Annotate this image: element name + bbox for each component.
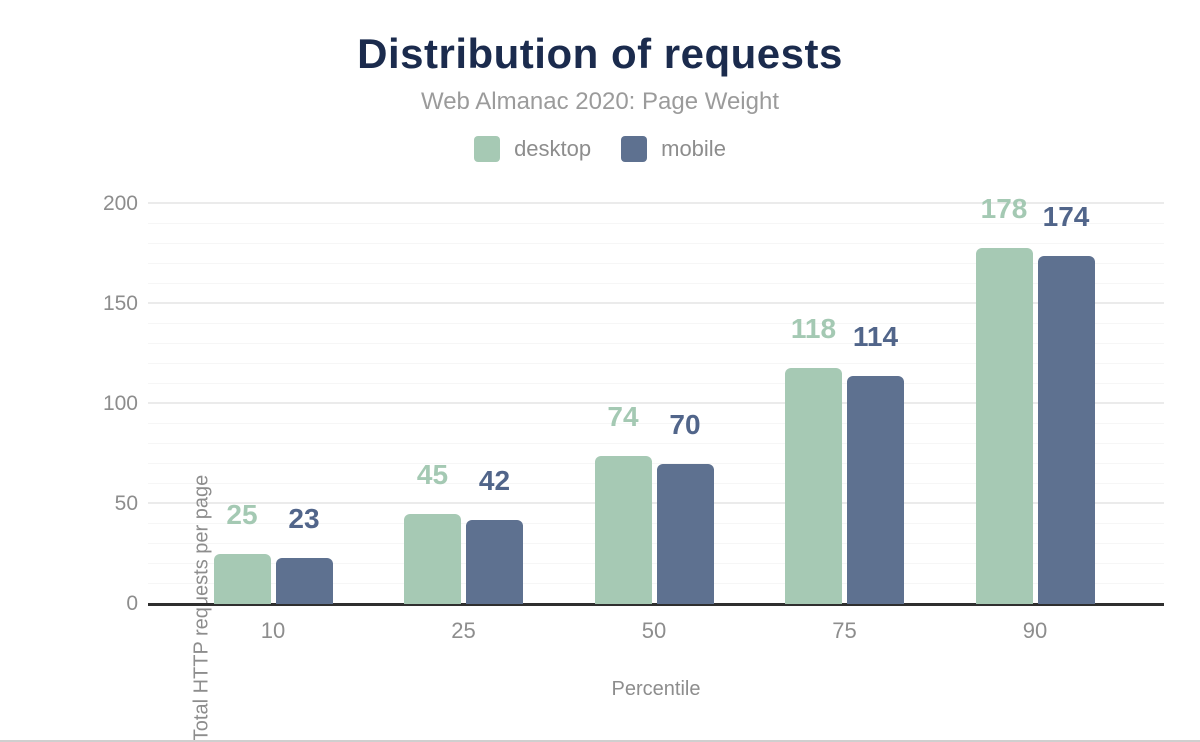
legend-label-mobile: mobile	[661, 136, 726, 161]
minor-gridline	[148, 583, 1164, 584]
bar-value-label-desktop-p90: 178	[980, 193, 1028, 224]
bar-value-label-mobile-p50: 70	[669, 409, 701, 440]
bar-column-desktop-p25: 45	[404, 461, 461, 604]
bar-column-mobile-p90: 174	[1037, 201, 1095, 604]
window-bottom-edge	[0, 740, 1200, 742]
minor-gridline	[148, 423, 1164, 424]
x-tick-label-50: 50	[641, 618, 667, 643]
bar-mobile-p25[interactable]	[466, 520, 523, 604]
minor-gridline	[148, 463, 1164, 464]
major-gridline	[148, 402, 1164, 404]
major-gridline	[148, 302, 1164, 304]
x-axis-title: Percentile	[611, 678, 701, 700]
bar-column-desktop-p90: 178	[975, 193, 1033, 604]
bar-desktop-p90[interactable]	[975, 248, 1033, 604]
minor-gridline	[148, 223, 1164, 224]
bar-value-label-mobile-p75: 114	[852, 321, 899, 352]
bar-desktop-p10[interactable]	[213, 554, 271, 604]
plot-area: Total HTTP requests per page 0 50 100 150 20…	[103, 192, 1164, 741]
major-gridline	[148, 502, 1164, 504]
bar-column-mobile-p10: 23	[275, 503, 333, 604]
bar-value-label-desktop-p10: 25	[226, 499, 258, 530]
minor-gridline	[148, 443, 1164, 444]
bar-group-p90: 178 174	[975, 193, 1095, 604]
y-tick-label: 0	[126, 592, 138, 615]
minor-gridline	[148, 383, 1164, 384]
bar-column-desktop-p75: 118	[785, 315, 842, 604]
minor-gridline	[148, 263, 1164, 264]
x-tick-label-25: 25	[451, 618, 476, 643]
minor-gridline	[148, 483, 1164, 484]
minor-gridline	[148, 283, 1164, 284]
legend-item-mobile[interactable]: mobile	[621, 136, 726, 162]
y-tick-label: 150	[102, 292, 138, 315]
minor-gridline	[148, 323, 1164, 324]
x-axis-line	[148, 603, 1164, 606]
bar-column-desktop-p10: 25	[213, 499, 271, 604]
bar-column-mobile-p75: 114	[847, 323, 904, 604]
bar-column-mobile-p50: 70	[656, 409, 714, 604]
y-tick-label: 100	[102, 392, 138, 415]
y-tick-label: 200	[102, 192, 138, 215]
bar-mobile-p10[interactable]	[275, 558, 333, 604]
major-gridline	[148, 202, 1164, 204]
minor-gridline	[148, 243, 1164, 244]
minor-gridline	[148, 563, 1164, 564]
bar-value-label-mobile-p10: 23	[288, 503, 320, 534]
x-tick-label-75: 75	[832, 618, 857, 643]
legend-item-desktop[interactable]: desktop	[474, 136, 591, 162]
bar-mobile-p75[interactable]	[847, 376, 904, 604]
minor-gridline	[148, 343, 1164, 344]
legend-swatch-desktop	[474, 136, 501, 162]
legend-label-desktop: desktop	[514, 136, 592, 161]
y-tick-label: 50	[114, 492, 138, 515]
bar-group-p25: 45 42	[404, 461, 523, 604]
bar-value-label-desktop-p50: 74	[607, 401, 639, 432]
minor-gridline	[148, 363, 1164, 364]
bar-column-desktop-p50: 74	[594, 401, 652, 604]
chart-subtitle: Web Almanac 2020: Page Weight	[420, 88, 779, 115]
bar-group-p10: 25 23	[213, 499, 333, 604]
x-tick-label-90: 90	[1022, 618, 1048, 643]
chart-title: Distribution of requests	[357, 30, 843, 77]
bar-group-p75: 118 114	[785, 315, 904, 604]
legend-swatch-mobile	[621, 136, 648, 162]
bar-mobile-p90[interactable]	[1037, 256, 1095, 604]
bar-mobile-p50[interactable]	[656, 464, 714, 604]
bar-desktop-p50[interactable]	[594, 456, 652, 604]
minor-gridline	[148, 523, 1164, 524]
legend: desktop mobile	[0, 136, 1200, 162]
bar-column-mobile-p25: 42	[466, 467, 523, 604]
bar-group-p50: 74 70	[594, 401, 714, 604]
x-tick-label-10: 10	[260, 618, 286, 643]
bar-value-label-mobile-p90: 174	[1042, 201, 1090, 232]
bar-value-label-desktop-p75: 118	[790, 313, 837, 344]
minor-gridline	[148, 543, 1164, 544]
bar-desktop-p75[interactable]	[785, 368, 842, 604]
bar-desktop-p25[interactable]	[404, 514, 461, 604]
y-axis-title: Total HTTP requests per page	[190, 474, 213, 742]
bar-value-label-mobile-p25: 42	[478, 465, 511, 496]
bar-value-label-desktop-p25: 45	[416, 459, 449, 490]
